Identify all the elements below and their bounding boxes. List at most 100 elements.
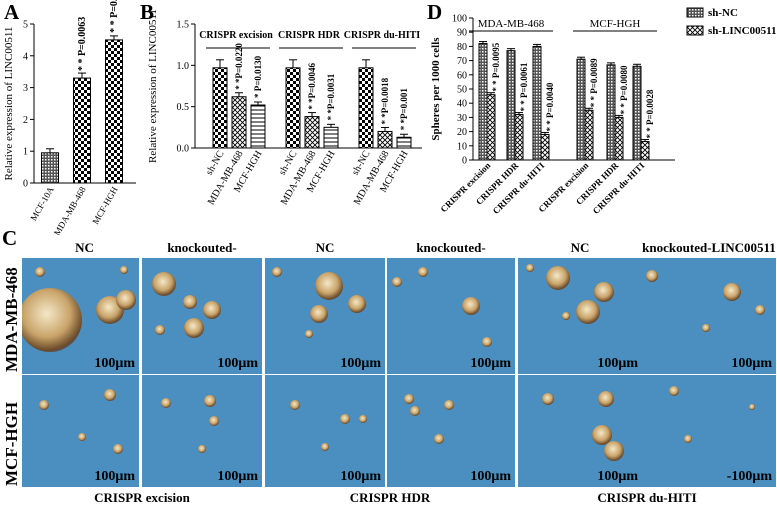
chart-d-bar [576, 58, 586, 161]
chart-b-annotation: * P=0.0130 [253, 55, 263, 98]
cell-sphere [592, 425, 612, 445]
chart-d-ylabel: Spheres per 1000 cells [430, 37, 442, 141]
chart-b-group-title: CRISPR du-HITI [344, 30, 421, 41]
cell-sphere [348, 295, 366, 313]
chart-d-annotation: * * P=0.0089 [589, 58, 599, 107]
chart-d-legend-label: sh-NC [708, 7, 738, 19]
cell-sphere [462, 297, 480, 315]
cell-sphere [669, 386, 679, 396]
chart-d: 0 10 20 30 40 50 60 70 80 90 100 Spheres per 1000 c… [430, 7, 776, 216]
footer-crispr-excision: CRISPR excision [94, 490, 190, 505]
micrograph-panel: 100μm [142, 258, 262, 374]
cell-sphere [340, 414, 350, 424]
scale-bar-label: 100μm [94, 469, 135, 484]
cell-sphere [604, 441, 624, 461]
cell-sphere [444, 400, 454, 410]
micrograph-panel: -100μm [642, 375, 776, 487]
cell-sphere [546, 266, 570, 290]
cell-sphere [305, 330, 313, 338]
cell-sphere [646, 270, 658, 282]
chart-b-y-tick-label: 0.0 [177, 144, 190, 155]
chart-b-bar [250, 104, 266, 149]
cell-sphere [321, 443, 329, 451]
cell-sphere [78, 433, 86, 441]
chart-d-y-tick-label: 30 [457, 113, 467, 124]
column-header-nc-3: NC [570, 240, 590, 255]
scale-bar-label: 100μm [217, 356, 258, 371]
chart-d-annotation: * * P=0.0080 [619, 65, 629, 114]
cell-sphere [198, 445, 206, 453]
cell-sphere [310, 305, 328, 323]
micrograph-panel: 100μm [142, 375, 262, 487]
cell-sphere [404, 394, 414, 404]
cell-sphere [120, 266, 128, 274]
chart-b-group-title: CRISPR HDR [278, 30, 341, 41]
panel-label-b: B [140, 0, 155, 24]
chart-a: 0 1 2 3 4 5 Relative expression of LINC00511 MC… [3, 0, 136, 235]
cell-sphere [359, 415, 367, 423]
cell-sphere [542, 393, 554, 405]
chart-d-y-tick-label: 40 [457, 99, 467, 110]
chart-a-bar [105, 39, 123, 184]
cell-sphere [598, 391, 614, 407]
micrograph-panel: 100μm [518, 375, 642, 487]
micrograph-panel: 100μm [387, 258, 515, 374]
chart-a-bar [41, 152, 59, 184]
panel-label-a: A [4, 0, 20, 24]
chart-b-bar [231, 96, 247, 149]
chart-a-y-tick-label: 3 [23, 83, 28, 94]
chart-a-bar [73, 77, 91, 184]
chart-d-bar [632, 65, 642, 161]
scale-bar-label: 100μm [217, 469, 258, 484]
row-label-mda: MDA-MB-468 [2, 267, 21, 372]
chart-a-annotation: * * P=0.0063 [77, 17, 88, 71]
cell-sphere [39, 400, 49, 410]
panel-label-c: C [2, 226, 18, 250]
chart-b-annotation: * *P=0.0031 [326, 73, 336, 120]
micrograph-panel: 100μm [22, 258, 139, 374]
cell-sphere [526, 264, 534, 272]
chart-d-bar [486, 94, 496, 161]
scale-bar-label: 100μm [597, 356, 638, 371]
chart-b-annotation: * *P=0.0220 [234, 43, 244, 90]
cell-sphere [272, 267, 282, 277]
cell-sphere [184, 318, 204, 338]
chart-a-x-tick-label: MCF-10A [28, 185, 56, 223]
cell-sphere [161, 398, 171, 408]
chart-d-y-tick-label: 60 [457, 70, 467, 81]
chart-d-bar [532, 45, 542, 161]
scale-bar-label: 100μm [340, 356, 381, 371]
cell-sphere [392, 277, 402, 287]
chart-d-annotation: * * P=0.0040 [545, 82, 555, 131]
chart-a-y-tick-label: 5 [23, 20, 28, 31]
micrograph-panel: 100μm [22, 375, 139, 487]
cell-sphere [152, 272, 176, 296]
chart-b-annotation: * *P=0.0018 [380, 77, 390, 124]
scale-bar-label: 100μm [94, 356, 135, 371]
footer-crispr-du-hiti: CRISPR du-HITI [597, 490, 697, 505]
micrograph-panel: 100μm [387, 375, 515, 487]
cell-sphere [104, 389, 116, 401]
chart-d-bar [514, 114, 524, 161]
chart-b-annotation: * *P=0.0046 [307, 62, 317, 109]
cell-sphere [594, 282, 614, 302]
chart-b-bar [396, 136, 412, 149]
panel-label-d: D [427, 0, 443, 24]
chart-b: 0.0 0.5 1.0 1.5 Relative expression of LINC0… [147, 9, 422, 207]
chart-d-y-tick-label: 10 [457, 141, 467, 152]
chart-d-bar [540, 133, 550, 161]
chart-b-bar [323, 126, 339, 149]
cell-sphere [22, 288, 82, 352]
column-header-nc-2: NC [315, 240, 335, 255]
cell-sphere [684, 435, 692, 443]
chart-d-y-tick-label: 100 [452, 14, 467, 25]
chart-d-legend-label: sh-LINC00511 [708, 25, 776, 37]
cell-sphere [434, 434, 444, 444]
scale-bar-label: -100μm [726, 469, 772, 484]
cell-sphere [204, 395, 216, 407]
chart-a-y-tick-label: 4 [23, 51, 28, 62]
chart-b-group-title: CRISPR excision [199, 30, 273, 41]
cell-sphere [749, 404, 755, 410]
cell-sphere [315, 272, 343, 300]
chart-b-bar [212, 67, 228, 149]
